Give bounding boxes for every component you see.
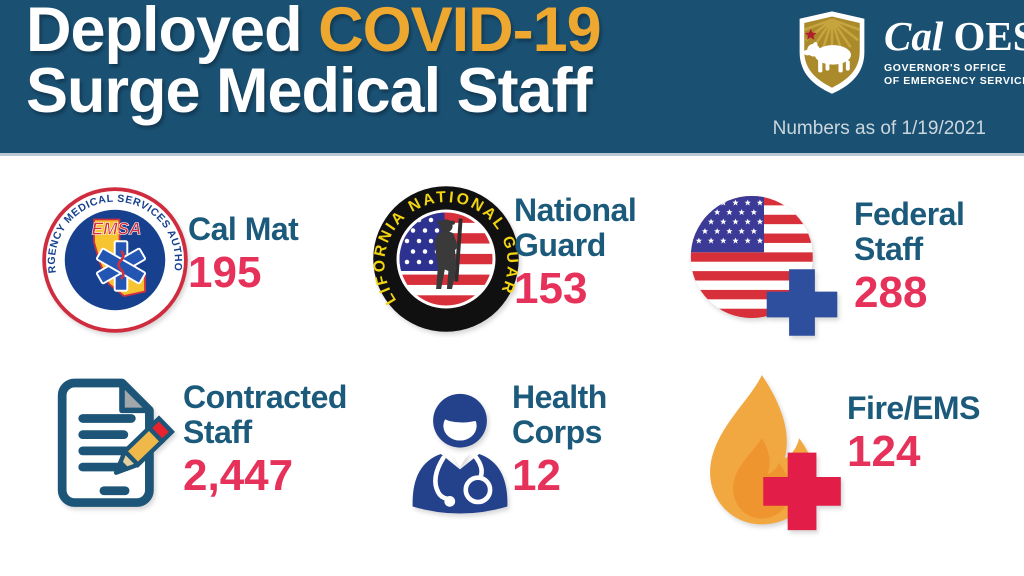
bear-icon [803, 42, 851, 73]
stat-label: Health [512, 379, 607, 415]
pink-cross [763, 452, 841, 531]
stat-fire-ems: Fire/EMS 124 [847, 391, 980, 475]
stat-national-guard: National Guard 153 [514, 192, 637, 313]
stat-value: 124 [847, 427, 921, 476]
stethoscope [433, 454, 493, 505]
page-title: Deployed COVID-19 Surge Medical Staff [26, 0, 602, 126]
stat-federal-staff: Federal Staff 288 [854, 196, 965, 317]
us-flag-medical-cross-icon [690, 195, 838, 336]
stat-label: National [514, 192, 637, 228]
national-guard-seal-icon: CALIFORNIA NATIONAL GUARD ★ [371, 184, 519, 332]
stat-cal-mat: Cal Mat 195 [188, 211, 299, 297]
flame-medical-cross-icon [710, 375, 841, 531]
stat-health-corps: Health Corps 12 [512, 380, 607, 499]
cal-oes-subtitle: GOVERNOR'S OFFICE OF EMERGENCY SERVICES [884, 62, 1024, 87]
minuteman-figure [434, 218, 463, 289]
stat-label: Fire/EMS [847, 390, 980, 426]
star-of-life-icon [95, 240, 147, 292]
stat-contracted-staff: Contracted Staff 2,447 [183, 380, 347, 499]
title-line-2: Surge Medical Staff [26, 56, 593, 126]
stat-value: 288 [854, 268, 928, 317]
blue-cross [766, 269, 838, 336]
cal-oes-wordmark: Cal OES [884, 13, 1024, 59]
title-line-1: Deployed COVID-19 [26, 0, 602, 62]
stat-value: 195 [188, 248, 262, 297]
cal-oes-shield-icon [799, 11, 865, 94]
red-star-icon [804, 28, 817, 40]
doctor-icon [412, 393, 508, 514]
stat-label: Staff [854, 231, 923, 267]
stat-label: Cal Mat [188, 211, 299, 247]
stat-value: 12 [512, 451, 561, 500]
stat-value: 2,447 [183, 451, 294, 500]
pencil [113, 415, 175, 475]
stat-label: Guard [514, 227, 606, 263]
stat-label: Contracted [183, 379, 347, 415]
date-note: Numbers as of 1/19/2021 [772, 118, 986, 139]
emsa-seal-icon: EMERGENCY MEDICAL SERVICES AUTHORITY • C… [40, 185, 188, 333]
emsa-center-text: EMSA [92, 219, 142, 239]
stat-label: Staff [183, 414, 252, 450]
document-pencil-icon [57, 378, 175, 507]
stat-value: 153 [514, 264, 588, 313]
title-covid-accent: COVID-19 [318, 0, 602, 65]
stat-label: Corps [512, 414, 602, 450]
stat-label: Federal [854, 196, 965, 232]
